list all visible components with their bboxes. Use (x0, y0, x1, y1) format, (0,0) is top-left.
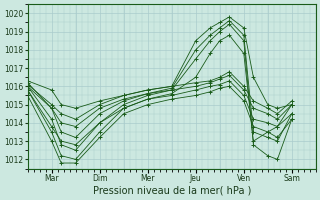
X-axis label: Pression niveau de la mer( hPa ): Pression niveau de la mer( hPa ) (92, 186, 251, 196)
